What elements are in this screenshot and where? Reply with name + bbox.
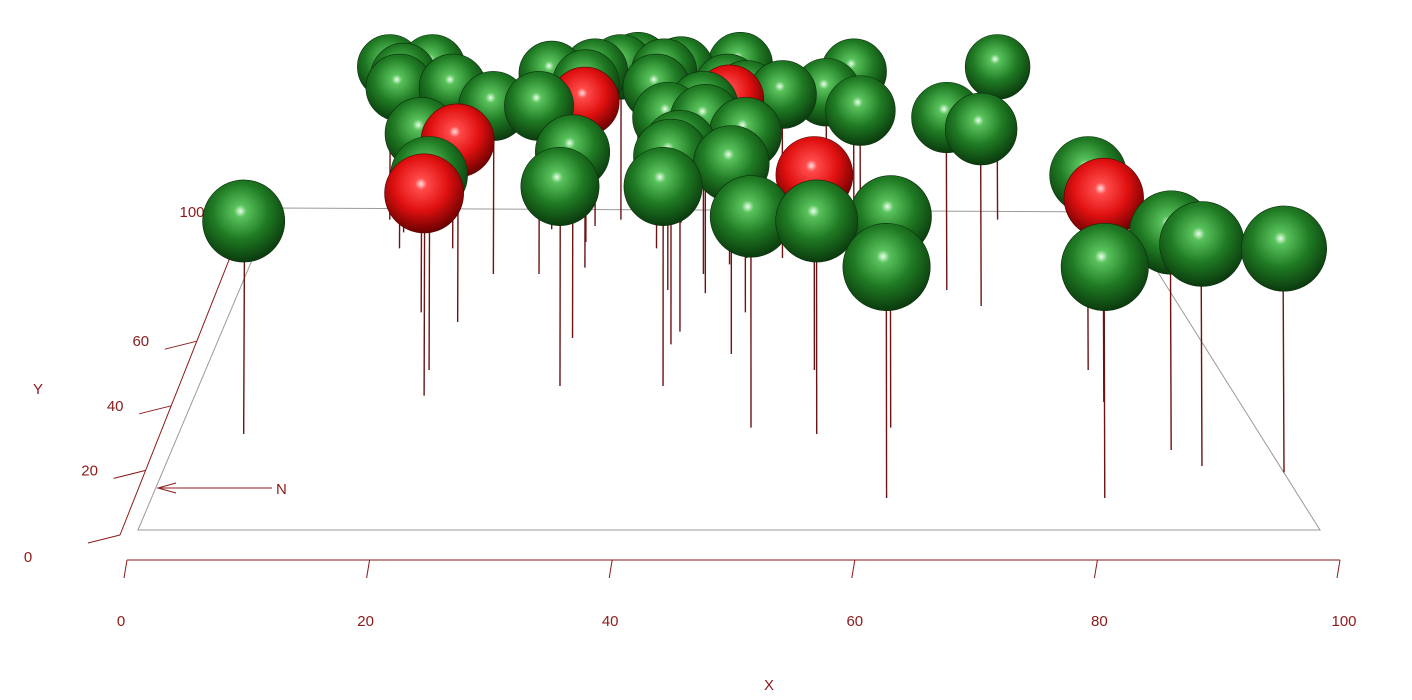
x-tick-label: 20 xyxy=(357,613,374,630)
point-sphere-green xyxy=(842,223,931,312)
y-axis-title: Y xyxy=(33,381,43,398)
x-tick-label: 0 xyxy=(117,613,125,630)
y-tick-mark xyxy=(164,340,197,350)
point-sphere-green xyxy=(944,92,1018,166)
x-axis: 0 20 40 60 80 100 X xyxy=(117,559,1357,694)
point-sphere-green xyxy=(825,75,896,146)
x-tick-mark xyxy=(851,559,856,579)
x-tick-mark xyxy=(1336,559,1341,579)
data-points xyxy=(202,32,1327,499)
y-axis-line xyxy=(119,211,249,536)
x-axis-ticks: 0 20 40 60 80 100 xyxy=(117,559,1357,630)
y-tick-label: 40 xyxy=(107,398,124,415)
y-tick-label: 0 xyxy=(24,549,32,566)
y-axis-floor-tick xyxy=(87,534,121,544)
y-tick-mark xyxy=(139,405,172,415)
x-tick-mark xyxy=(608,559,613,579)
point-sphere-red xyxy=(384,153,464,234)
x-tick-label: 60 xyxy=(846,613,863,630)
x-tick-label: 40 xyxy=(602,613,619,630)
x-tick-label: 80 xyxy=(1091,613,1108,630)
point-sphere-green xyxy=(520,147,600,226)
point-sphere-green xyxy=(1060,223,1149,312)
y-tick-mark xyxy=(113,469,146,479)
y-tick-label: 100 xyxy=(179,204,204,221)
y-axis: 0 20 40 60 100 Y xyxy=(24,204,249,566)
y-tick-label: 60 xyxy=(132,333,149,350)
north-arrow: N xyxy=(156,481,287,498)
point-sphere-green xyxy=(202,179,286,263)
point-sphere-green xyxy=(1159,201,1245,287)
y-tick-label: 20 xyxy=(81,462,98,479)
x-tick-label: 100 xyxy=(1331,613,1356,630)
x-axis-title: X xyxy=(764,677,774,694)
point-sphere-green xyxy=(1241,205,1327,292)
point-sphere-green xyxy=(964,34,1031,100)
point-sphere-green xyxy=(775,179,859,263)
x-tick-mark xyxy=(123,559,128,579)
y-axis-ticks: 0 20 40 60 100 xyxy=(24,204,249,566)
point-sphere-green xyxy=(623,147,703,226)
x-tick-mark xyxy=(1093,559,1098,579)
north-label: N xyxy=(276,481,287,498)
x-tick-mark xyxy=(366,559,371,579)
